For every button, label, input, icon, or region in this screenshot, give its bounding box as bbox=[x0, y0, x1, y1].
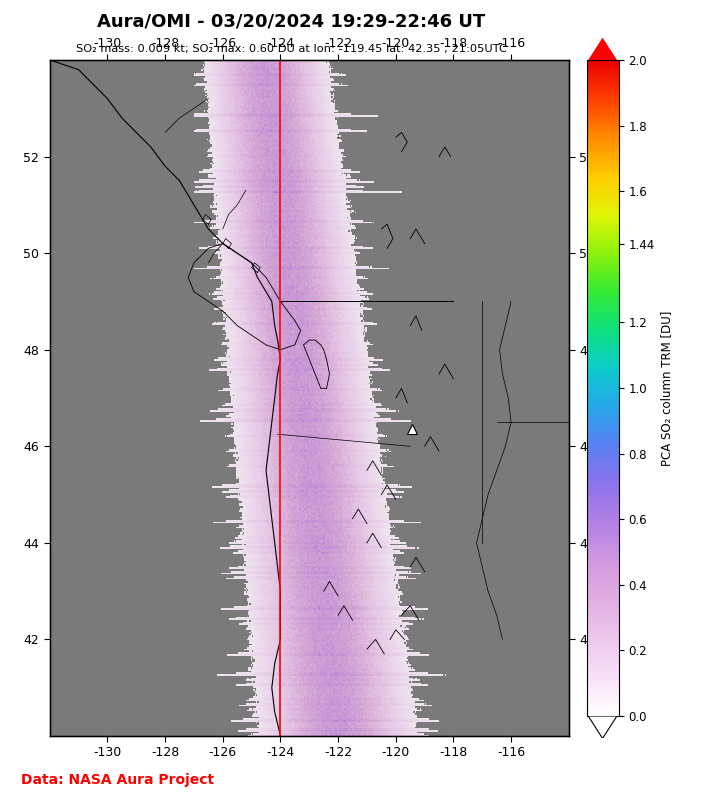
Text: Aura/OMI - 03/20/2024 19:29-22:46 UT: Aura/OMI - 03/20/2024 19:29-22:46 UT bbox=[97, 12, 486, 30]
Polygon shape bbox=[588, 38, 617, 60]
Polygon shape bbox=[588, 716, 617, 738]
Y-axis label: PCA SO₂ column TRM [DU]: PCA SO₂ column TRM [DU] bbox=[660, 310, 673, 466]
Text: SO₂ mass: 0.009 kt; SO₂ max: 0.60 DU at lon: -119.45 lat: 42.35 ; 21:05UTC: SO₂ mass: 0.009 kt; SO₂ max: 0.60 DU at … bbox=[76, 44, 507, 54]
Text: Data: NASA Aura Project: Data: NASA Aura Project bbox=[21, 773, 215, 787]
